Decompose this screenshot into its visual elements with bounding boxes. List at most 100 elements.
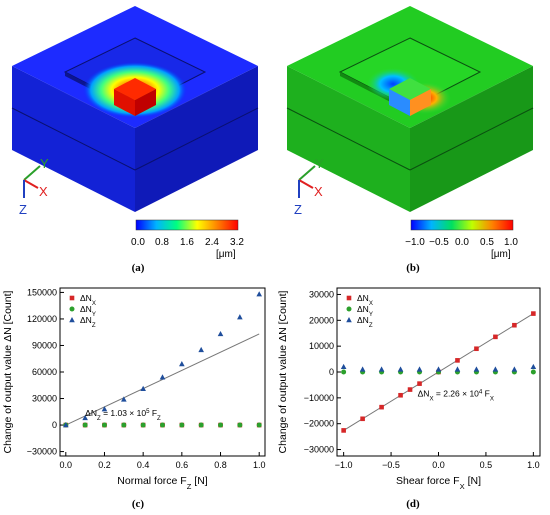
sensor-model — [286, 6, 534, 212]
fit-annotation: ΔNZ = 1.03 × 105 FZ — [85, 408, 161, 422]
legend-label: ΔNZ — [80, 315, 96, 329]
fit-annotation: ΔNX = 2.26 × 104 FX — [418, 388, 494, 402]
data-point — [121, 422, 127, 428]
colorbar-tick: 1.6 — [180, 237, 194, 248]
y-tick-label: −20000 — [304, 419, 334, 429]
sensor-model — [11, 6, 259, 212]
y-tick-label: 0 — [52, 420, 57, 430]
y-axis-label: Change of output value ΔN [Count] — [2, 290, 14, 453]
colorbar-tick: 0.0 — [455, 237, 469, 248]
x-tick-label: 0.2 — [98, 460, 111, 470]
axis-triad: Y X Z — [19, 156, 49, 217]
colorbar-tick: 2.4 — [205, 237, 219, 248]
colorbar-tick: 3.2 — [230, 237, 244, 248]
data-point — [160, 422, 165, 428]
y-tick-label: 150000 — [27, 287, 57, 297]
data-point — [82, 422, 88, 428]
data-point — [530, 369, 536, 375]
data-point — [159, 374, 166, 380]
colorbar-unit: [μm] — [491, 249, 511, 260]
colorbar-tick: 0.8 — [155, 237, 169, 248]
data-point — [492, 366, 499, 372]
fem-displacement-normal: Y X Z 0.0 0.8 1.6 2.4 3.2 [μm] — [11, 6, 259, 260]
legend-label: ΔNX — [357, 293, 373, 307]
colorbar: −1.0 −0.5 0.0 0.5 1.0 [μm] — [405, 219, 518, 260]
axis-x-label: X — [39, 184, 48, 199]
x-tick-label: −0.5 — [382, 460, 400, 470]
y-tick-label: 10000 — [309, 341, 334, 351]
legend-marker — [69, 306, 75, 312]
legend-label: ΔNY — [357, 304, 373, 318]
data-point — [217, 330, 224, 337]
data-point — [179, 422, 185, 428]
data-point — [82, 414, 88, 421]
data-point — [397, 366, 404, 372]
data-point — [237, 314, 243, 320]
y-tick-label: 30000 — [32, 394, 57, 404]
data-point — [530, 363, 537, 370]
chart-normal-force: 0.0 0.2 0.4 0.6 0.8 1.0 −30000 0 30000 60000 90000… — [2, 287, 266, 491]
data-point — [435, 366, 442, 372]
x-tick-label: −1.0 — [335, 460, 353, 470]
y-tick-label: 60000 — [32, 367, 57, 377]
data-point — [140, 385, 146, 391]
data-point — [341, 369, 347, 375]
data-point — [198, 346, 204, 353]
y-tick-label: 90000 — [32, 340, 57, 350]
legend-marker — [346, 317, 352, 323]
data-point — [511, 366, 518, 372]
colorbar: 0.0 0.8 1.6 2.4 3.2 [μm] — [131, 219, 244, 260]
data-point — [256, 422, 262, 428]
data-point — [341, 428, 346, 433]
axis-x-label: X — [314, 184, 323, 199]
y-tick-label: −10000 — [304, 393, 334, 403]
data-point — [407, 387, 413, 392]
data-point — [237, 422, 243, 428]
x-tick-label: 0.0 — [432, 460, 445, 470]
fem-displacement-shear: Y X Z −1.0 −0.5 0.0 0.5 1.0 [μm] — [286, 6, 534, 260]
data-point — [512, 322, 517, 328]
legend-label: ΔNX — [80, 293, 96, 307]
data-point — [198, 422, 204, 428]
data-point — [379, 404, 384, 410]
data-point — [378, 366, 385, 372]
data-point — [454, 366, 461, 372]
data-point — [474, 346, 479, 352]
y-axis-label: Change of output value ΔN [Count] — [277, 290, 289, 453]
colorbar-tick: −1.0 — [405, 237, 425, 248]
caption-b: (b) — [406, 262, 420, 274]
data-point — [179, 361, 185, 367]
caption-c: (c) — [131, 498, 145, 510]
data-point — [256, 291, 262, 297]
colorbar-tick: 0.5 — [480, 237, 494, 248]
data-point — [531, 311, 536, 316]
axis-z-label: Z — [294, 202, 302, 217]
data-point — [63, 422, 69, 428]
colorbar-tick: −0.5 — [429, 237, 449, 248]
x-tick-label: 0.6 — [176, 460, 189, 470]
data-point — [101, 422, 107, 428]
x-tick-label: 0.4 — [137, 460, 150, 470]
data-point — [340, 363, 347, 370]
x-tick-label: 0.8 — [214, 460, 227, 470]
y-tick-label: 20000 — [309, 315, 334, 325]
x-axis-label: Normal force FZ [N] — [117, 475, 207, 491]
legend-marker — [346, 306, 352, 312]
caption-a: (a) — [131, 262, 145, 274]
x-tick-label: 1.0 — [253, 460, 266, 470]
data-point — [360, 416, 365, 422]
data-point — [455, 358, 460, 363]
axis-z-label: Z — [19, 202, 27, 217]
x-tick-label: 0.5 — [480, 460, 493, 470]
data-point — [101, 406, 108, 412]
axis-y-label: Y — [315, 156, 324, 171]
colorbar-tick: 0.0 — [131, 237, 145, 248]
data-point — [473, 366, 480, 372]
colorbar-unit: [μm] — [216, 249, 236, 260]
axis-triad: Y X Z — [294, 156, 324, 217]
caption-d: (d) — [406, 498, 420, 510]
x-tick-label: 0.0 — [60, 460, 73, 470]
data-point — [416, 366, 423, 372]
legend-marker — [69, 295, 75, 301]
y-tick-label: −30000 — [304, 445, 334, 455]
